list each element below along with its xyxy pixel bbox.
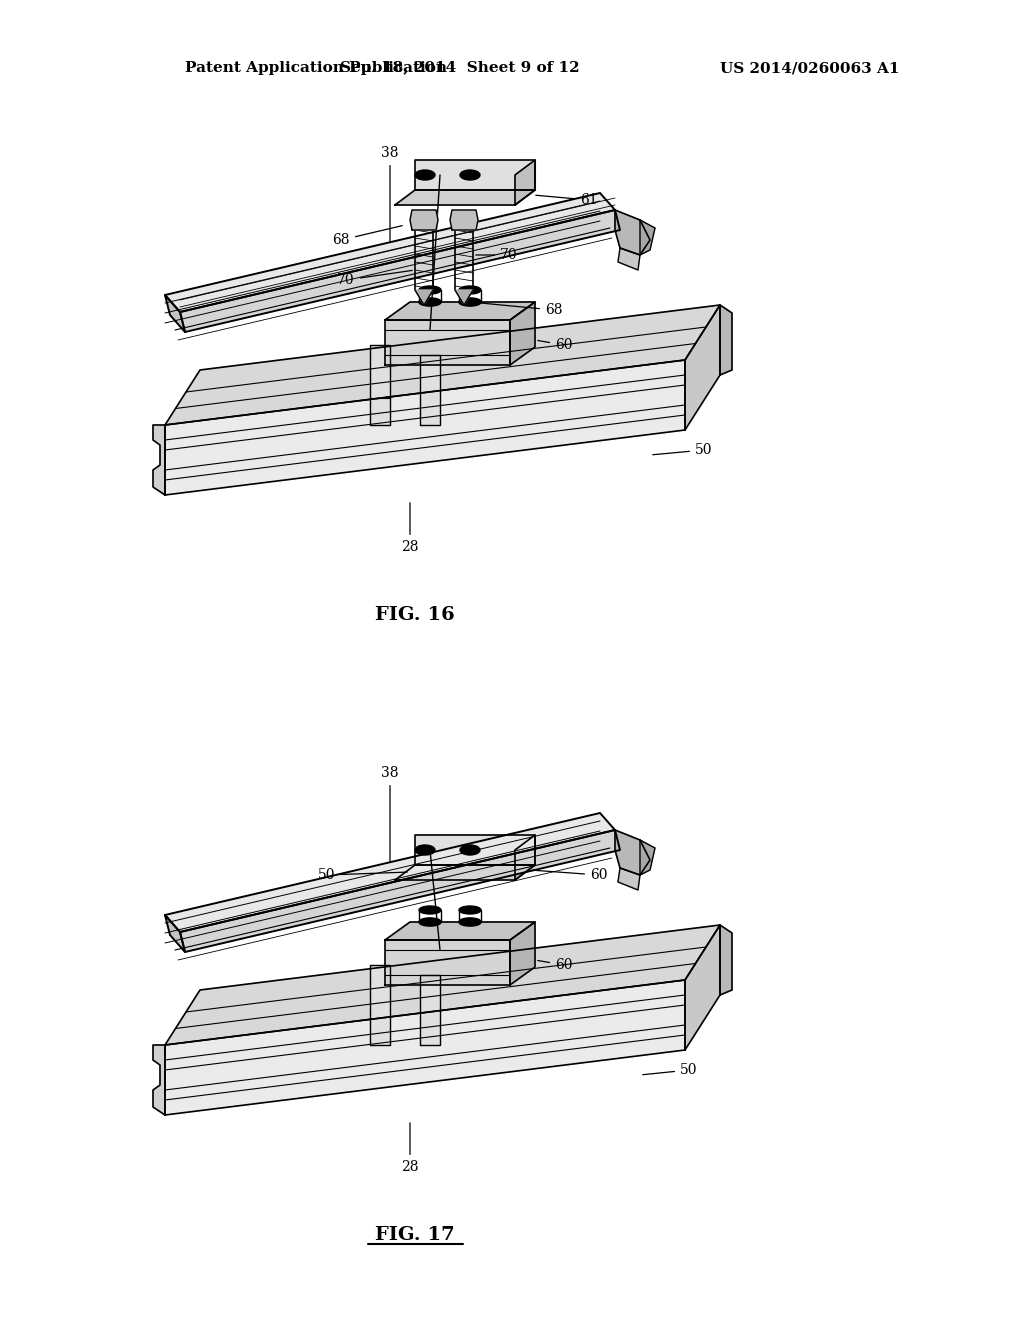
- Polygon shape: [615, 210, 650, 255]
- Polygon shape: [640, 840, 655, 875]
- Polygon shape: [165, 979, 685, 1115]
- Ellipse shape: [419, 286, 441, 294]
- Polygon shape: [410, 210, 438, 230]
- Text: 70: 70: [476, 248, 517, 261]
- Text: 60: 60: [538, 338, 572, 352]
- Text: 50: 50: [317, 869, 408, 882]
- Text: 70: 70: [337, 271, 413, 286]
- Text: 68: 68: [333, 226, 402, 247]
- Polygon shape: [510, 302, 535, 366]
- Polygon shape: [415, 836, 535, 865]
- Text: 38: 38: [381, 766, 398, 862]
- Polygon shape: [720, 925, 732, 995]
- Polygon shape: [720, 305, 732, 375]
- Polygon shape: [385, 302, 535, 319]
- Text: 28: 28: [401, 503, 419, 554]
- Polygon shape: [385, 319, 510, 366]
- Ellipse shape: [460, 845, 480, 855]
- Polygon shape: [450, 210, 478, 230]
- Text: 50: 50: [652, 444, 713, 457]
- Polygon shape: [415, 290, 433, 305]
- Text: 50: 50: [643, 1063, 697, 1077]
- Polygon shape: [165, 360, 685, 495]
- Polygon shape: [385, 940, 510, 985]
- Text: FIG. 16: FIG. 16: [375, 606, 455, 624]
- Polygon shape: [515, 160, 535, 205]
- Polygon shape: [685, 925, 720, 1049]
- Polygon shape: [165, 305, 720, 425]
- Polygon shape: [685, 305, 720, 430]
- Ellipse shape: [459, 298, 481, 306]
- Text: Patent Application Publication: Patent Application Publication: [185, 61, 447, 75]
- Polygon shape: [370, 345, 390, 425]
- Text: Sep. 18, 2014  Sheet 9 of 12: Sep. 18, 2014 Sheet 9 of 12: [340, 61, 580, 75]
- Polygon shape: [455, 290, 473, 305]
- Ellipse shape: [415, 845, 435, 855]
- Polygon shape: [165, 925, 720, 1045]
- Ellipse shape: [419, 298, 441, 306]
- Polygon shape: [395, 865, 535, 880]
- Polygon shape: [165, 915, 185, 952]
- Polygon shape: [180, 830, 620, 952]
- Text: 28: 28: [401, 1123, 419, 1173]
- Ellipse shape: [459, 906, 481, 913]
- Polygon shape: [370, 965, 390, 1045]
- Polygon shape: [180, 210, 620, 333]
- Polygon shape: [415, 160, 535, 190]
- Text: 68: 68: [473, 302, 562, 317]
- Polygon shape: [165, 193, 615, 312]
- Text: FIG. 17: FIG. 17: [375, 1226, 455, 1243]
- Text: 60: 60: [532, 869, 607, 882]
- Polygon shape: [510, 921, 535, 985]
- Text: 61: 61: [536, 193, 598, 207]
- Polygon shape: [615, 830, 650, 875]
- Polygon shape: [153, 1045, 165, 1115]
- Ellipse shape: [459, 286, 481, 294]
- Text: 38: 38: [381, 147, 398, 243]
- Polygon shape: [420, 355, 440, 425]
- Text: 60: 60: [538, 958, 572, 972]
- Polygon shape: [618, 869, 640, 890]
- Ellipse shape: [460, 170, 480, 180]
- Polygon shape: [165, 294, 185, 333]
- Text: US 2014/0260063 A1: US 2014/0260063 A1: [720, 61, 899, 75]
- Polygon shape: [165, 813, 615, 932]
- Ellipse shape: [419, 906, 441, 913]
- Ellipse shape: [459, 917, 481, 927]
- Ellipse shape: [415, 170, 435, 180]
- Polygon shape: [420, 975, 440, 1045]
- Polygon shape: [618, 248, 640, 271]
- Ellipse shape: [419, 917, 441, 927]
- Polygon shape: [640, 220, 655, 255]
- Polygon shape: [395, 190, 535, 205]
- Polygon shape: [385, 921, 535, 940]
- Polygon shape: [153, 425, 165, 495]
- Polygon shape: [515, 836, 535, 880]
